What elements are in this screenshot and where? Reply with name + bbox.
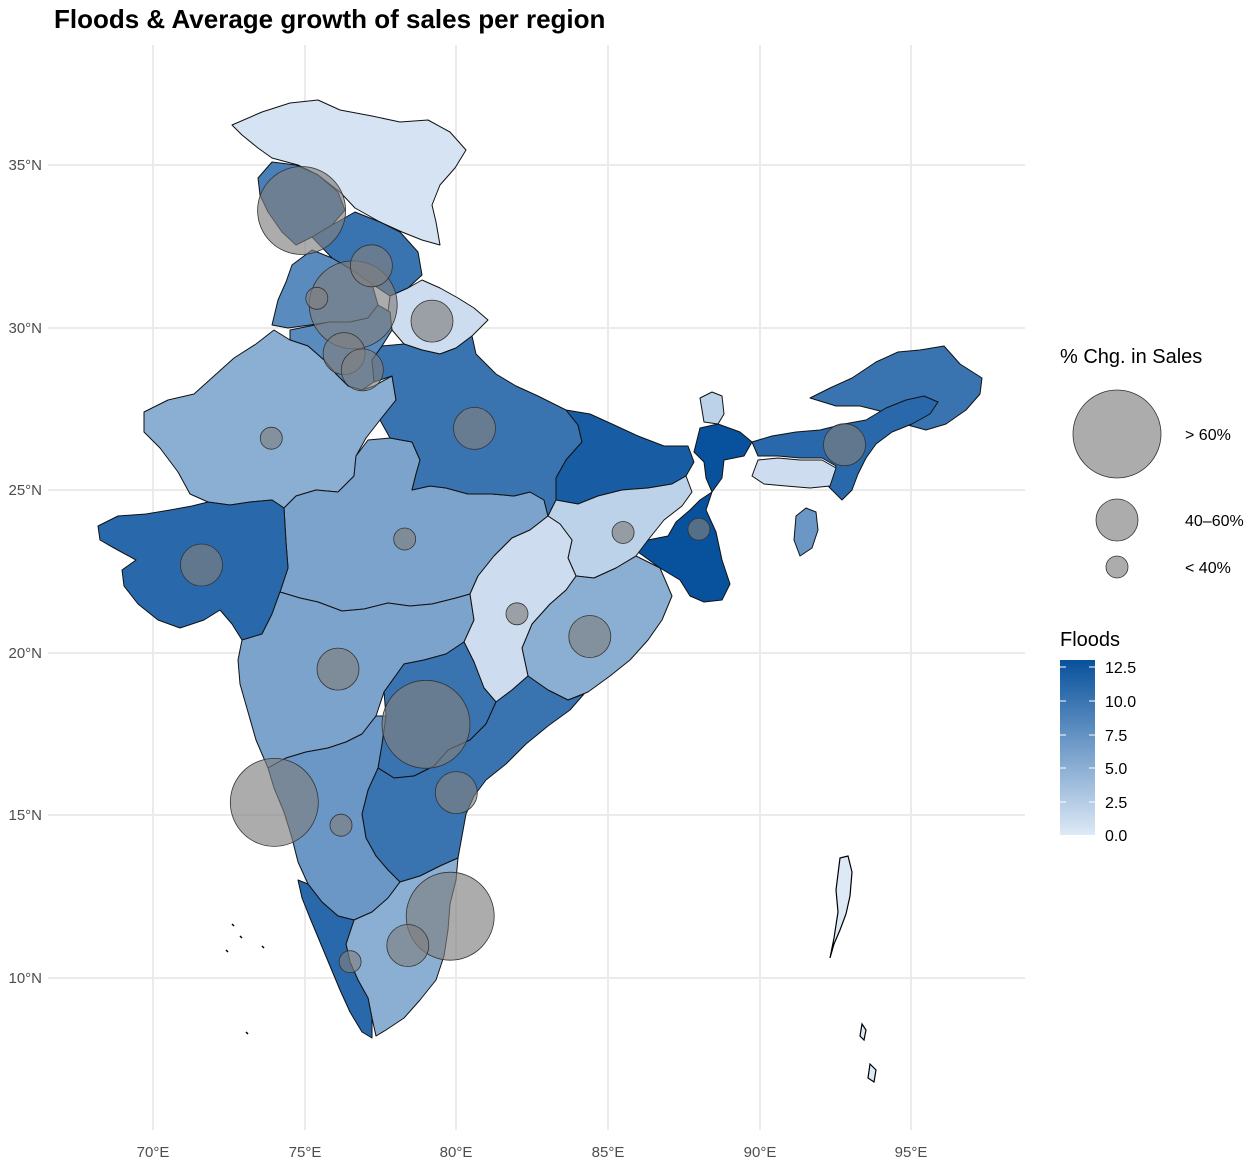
x-tick-label: 95°E [895, 1144, 928, 1161]
sales-bubble [434, 771, 478, 814]
x-tick-label: 70°E [137, 1144, 170, 1161]
sales-bubble [316, 647, 360, 691]
size-legend: % Chg. in Sales > 60% 40–60% < 40% [1060, 346, 1244, 579]
lakshadweep-islands [225, 923, 265, 1035]
axis-ticks: 70°E 75°E 80°E 85°E 90°E 95°E 35°N 30°N … [8, 157, 927, 1161]
islands [225, 855, 877, 1084]
sales-bubble [259, 426, 283, 450]
fill-legend-tick: 2.5 [1105, 795, 1127, 812]
y-tick-label: 30°N [8, 320, 42, 337]
region-polygon [751, 457, 837, 489]
size-legend-label: < 40% [1185, 560, 1231, 577]
y-tick-label: 15°N [8, 807, 42, 824]
region-polygon [297, 879, 373, 1039]
sales-bubble [386, 924, 430, 967]
y-tick-label: 25°N [8, 482, 42, 499]
fill-legend-tick: 0.0 [1105, 828, 1127, 845]
size-legend-label: > 60% [1185, 427, 1231, 444]
region-polygon [809, 345, 983, 431]
region-polygon [699, 391, 725, 425]
fill-legend-tick: 12.5 [1105, 660, 1136, 677]
size-legend-key-large [1072, 389, 1162, 479]
sales-bubble [568, 615, 612, 658]
region-polygon [793, 507, 819, 557]
fill-legend-tick: 7.5 [1105, 728, 1127, 745]
sales-bubble [340, 348, 384, 392]
sales-bubble [393, 527, 417, 551]
sales-bubble [405, 871, 495, 961]
size-legend-label: 40–60% [1185, 513, 1244, 530]
chart-title: Floods & Average growth of sales per reg… [54, 4, 606, 34]
sales-bubble [257, 166, 347, 255]
fill-legend-colorbar [1060, 660, 1095, 835]
sales-bubble [305, 286, 329, 310]
sales-bubble [453, 406, 496, 450]
size-legend-key-small [1105, 555, 1129, 579]
y-tick-label: 20°N [8, 645, 42, 662]
x-tick-label: 75°E [289, 1144, 322, 1161]
size-legend-title: % Chg. in Sales [1060, 346, 1202, 368]
fill-legend-title: Floods [1060, 629, 1120, 651]
x-tick-label: 85°E [592, 1144, 625, 1161]
sales-bubble [687, 517, 711, 541]
fill-legend-tick: 10.0 [1105, 694, 1136, 711]
fill-legend-tick: 5.0 [1105, 761, 1127, 778]
sales-bubble [329, 813, 353, 837]
sales-bubble [410, 299, 454, 343]
sales-bubble [349, 244, 393, 288]
fill-legend: Floods 12.5 10.0 7.5 5.0 2.5 0.0 [1060, 629, 1136, 845]
sales-bubble [823, 423, 866, 467]
sales-bubble [338, 950, 362, 974]
size-legend-key-medium [1095, 498, 1139, 542]
sales-bubbles [180, 166, 866, 974]
x-tick-label: 90°E [744, 1144, 777, 1161]
sales-bubble [381, 679, 471, 769]
andaman-islands [829, 855, 853, 959]
sales-bubble [180, 543, 223, 587]
y-tick-label: 10°N [8, 970, 42, 987]
nicobar-islands [859, 1022, 877, 1084]
sales-bubble [611, 521, 635, 544]
sales-bubble [229, 758, 319, 847]
region-polygon [637, 423, 753, 603]
sales-bubble [505, 602, 529, 626]
x-tick-label: 80°E [440, 1144, 473, 1161]
y-tick-label: 35°N [8, 157, 42, 174]
